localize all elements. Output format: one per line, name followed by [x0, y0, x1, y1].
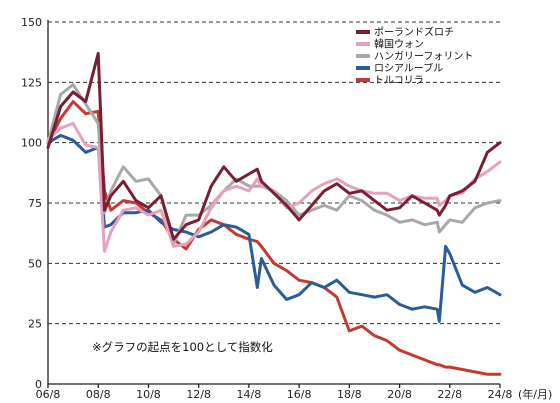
y-tick-label: 150: [21, 16, 42, 29]
y-tick-label: 125: [21, 76, 42, 89]
y-tick-label: 100: [21, 137, 42, 150]
series-lines: [46, 51, 502, 376]
series-line: [46, 51, 502, 241]
y-tick-labels: 0 25 50 75 100 125 150: [21, 16, 42, 391]
legend-label: ロシアルーブル: [374, 62, 443, 75]
legend-label: 韓国ウォン: [374, 39, 424, 51]
x-axis-unit: (年/月): [518, 387, 552, 401]
x-tick-label: 10/8: [136, 388, 161, 401]
legend-label: ポーランドズロチ: [374, 26, 454, 39]
x-tick-label: 12/8: [186, 388, 211, 401]
y-tick-label: 75: [28, 197, 42, 210]
series-line: [46, 121, 502, 253]
x-tick-label: 18/8: [337, 388, 362, 401]
y-tick-label: 50: [28, 257, 42, 270]
x-tick-label: 06/8: [36, 388, 61, 401]
x-tick-label: 20/8: [387, 388, 412, 401]
legend-label: ハンガリーフォリント: [374, 51, 473, 63]
x-tick-label: 22/8: [437, 388, 462, 401]
x-tick-label: 08/8: [86, 388, 111, 401]
series-line: [46, 133, 502, 323]
x-tick-label: 24/8: [488, 388, 513, 401]
axes: [47, 20, 500, 385]
y-tick-label: 0: [35, 378, 42, 391]
x-tick-label: 14/8: [237, 388, 262, 401]
x-tick-label: 16/8: [287, 388, 312, 401]
y-tick-label: 25: [28, 318, 42, 331]
legend-label: トルコリラ: [374, 75, 424, 87]
x-tick-labels: 06/8 08/8 10/8 12/8 14/8 16/8 18/8 20/8 22/8 24/8…: [36, 384, 552, 401]
chart-annotation: ※グラフの起点を100として指数化: [92, 340, 273, 354]
series-line: [46, 100, 502, 376]
